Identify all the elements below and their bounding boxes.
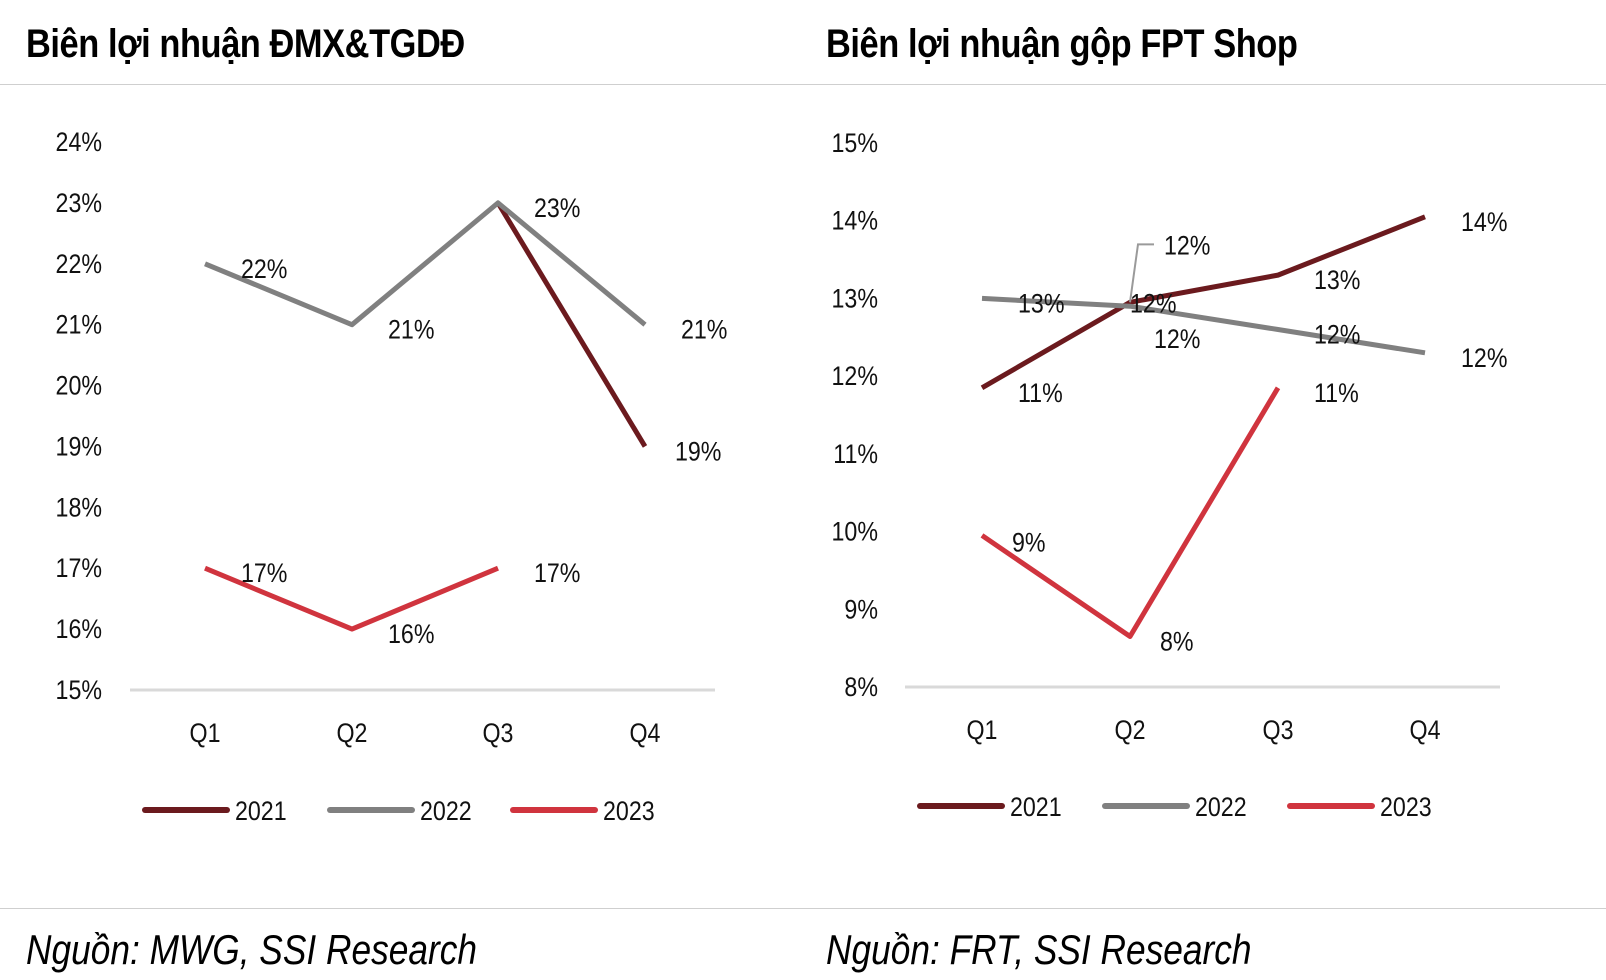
source-right: Nguồn: FRT, SSI Research — [826, 926, 1252, 973]
chart-title-right: Biên lợi nhuận gộp FPT Shop — [826, 22, 1298, 66]
top-divider — [0, 84, 1606, 85]
right-legend-label: 2022 — [1195, 792, 1247, 822]
right-series-line-2023 — [980, 386, 1281, 639]
right-series-line-2021 — [980, 214, 1426, 390]
right-legend-label: 2021 — [1010, 792, 1062, 822]
left-x-tick-label: Q1 — [190, 718, 221, 748]
chart-right: 15% 14% 13% 12% 11% 10% 9% 8% Q1 Q2 Q3 Q4 11% 12% 13% 1… — [832, 128, 1508, 822]
right-x-tick-label: Q4 — [1410, 715, 1441, 745]
bottom-divider — [0, 908, 1606, 909]
chart-title-left: Biên lợi nhuận ĐMX&TGDĐ — [26, 22, 465, 66]
right-legend-label: 2023 — [1380, 792, 1432, 822]
left-data-label: 23% — [534, 193, 580, 223]
right-series-line-2022 — [981, 295, 1426, 356]
left-legend-label: 2021 — [235, 796, 287, 826]
left-y-tick-label: 19% — [56, 432, 102, 462]
right-y-tick-label: 15% — [832, 128, 878, 158]
right-data-label: 11% — [1314, 378, 1359, 408]
right-data-label: 12% — [1461, 343, 1507, 373]
left-y-tick-label: 15% — [56, 675, 102, 705]
left-data-label: 21% — [388, 315, 434, 345]
left-y-tick-label: 22% — [56, 249, 102, 279]
right-y-tick-label: 13% — [832, 284, 878, 314]
left-y-tick-label: 17% — [56, 554, 102, 584]
right-data-label: 12% — [1154, 325, 1200, 355]
right-data-label: 11% — [1018, 378, 1063, 408]
right-y-tick-label: 11% — [833, 439, 878, 469]
left-data-label: 17% — [241, 559, 287, 589]
left-data-label: 19% — [675, 437, 721, 467]
chart-left: 24% 23% 22% 21% 20% 19% 18% 17% 16% 15% Q1 Q2 Q3 Q4 19… — [56, 127, 728, 826]
right-data-label: 13% — [1314, 266, 1360, 296]
left-x-tick-label: Q2 — [337, 718, 368, 748]
left-data-label: 22% — [241, 254, 287, 284]
left-y-tick-label: 24% — [56, 127, 102, 157]
right-data-label: 9% — [1012, 528, 1046, 558]
left-series-line-2021 — [495, 201, 648, 448]
left-y-tick-label: 16% — [56, 615, 102, 645]
right-data-label: 12% — [1130, 289, 1176, 319]
source-left: Nguồn: MWG, SSI Research — [26, 926, 477, 973]
left-data-label: 16% — [388, 620, 434, 650]
left-y-tick-label: 18% — [56, 493, 102, 523]
left-y-tick-label: 23% — [56, 188, 102, 218]
left-data-label: 21% — [681, 315, 727, 345]
left-y-tick-label: 20% — [56, 371, 102, 401]
right-data-label: 13% — [1018, 289, 1064, 319]
right-data-label: 14% — [1461, 207, 1507, 237]
right-x-tick-label: Q3 — [1263, 715, 1294, 745]
left-x-tick-label: Q3 — [483, 718, 514, 748]
left-legend-label: 2023 — [603, 796, 655, 826]
right-x-tick-label: Q2 — [1115, 715, 1146, 745]
right-y-tick-label: 14% — [832, 206, 878, 236]
left-data-label: 17% — [534, 559, 580, 589]
left-legend-label: 2022 — [420, 796, 472, 826]
right-data-label: 12% — [1314, 320, 1360, 350]
right-y-tick-label: 9% — [844, 595, 878, 625]
left-y-tick-label: 21% — [56, 310, 102, 340]
left-x-tick-label: Q4 — [630, 718, 661, 748]
right-y-tick-label: 12% — [832, 362, 878, 392]
right-data-label: 12% — [1164, 231, 1210, 261]
right-x-tick-label: Q1 — [967, 715, 998, 745]
left-series-line-2022 — [204, 200, 647, 328]
left-series-line-2023 — [204, 565, 499, 632]
right-y-tick-label: 10% — [832, 517, 878, 547]
right-callout-line — [1129, 243, 1154, 303]
right-data-label: 8% — [1160, 627, 1194, 657]
right-y-tick-label: 8% — [844, 672, 878, 702]
